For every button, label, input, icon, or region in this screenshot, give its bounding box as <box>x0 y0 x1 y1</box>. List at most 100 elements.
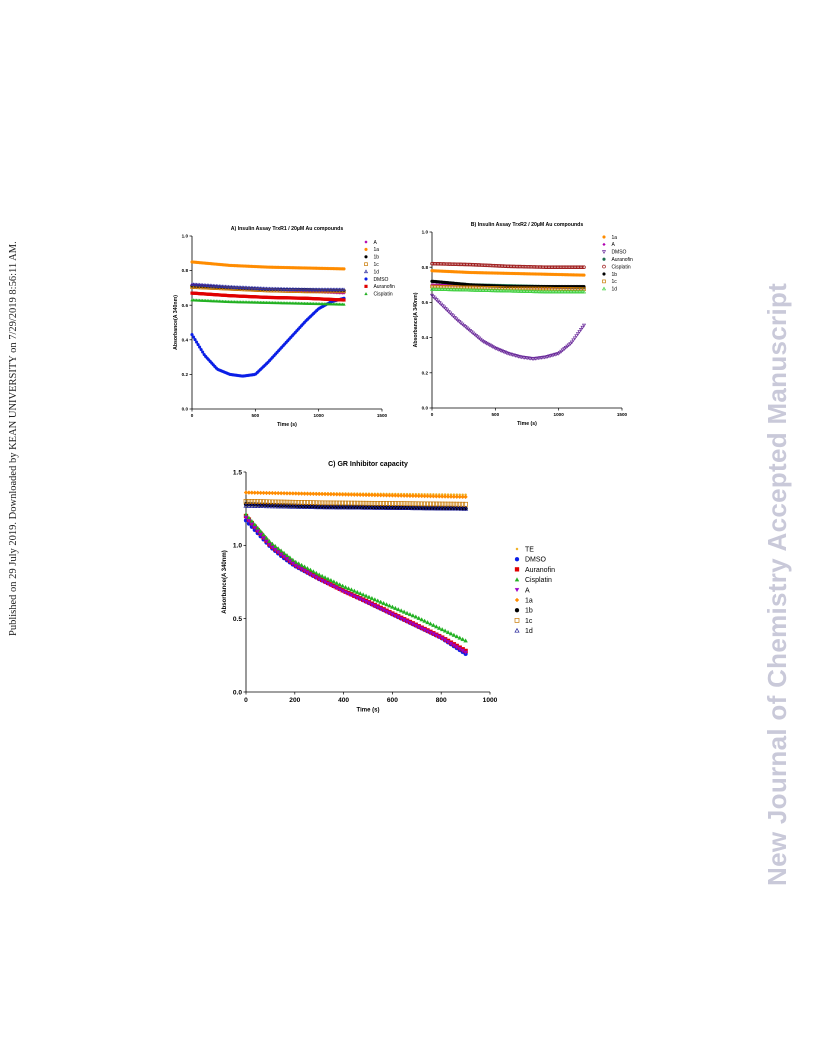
data-point <box>316 504 322 510</box>
data-point <box>193 337 197 342</box>
data-point <box>404 505 410 511</box>
data-point <box>270 545 275 550</box>
data-point <box>578 327 584 332</box>
data-point <box>246 490 252 495</box>
data-point <box>413 505 419 511</box>
data-point <box>384 501 389 506</box>
data-point <box>357 504 363 510</box>
data-point <box>407 612 413 617</box>
data-point <box>424 505 431 511</box>
data-point <box>395 505 401 510</box>
x-axis-label: Time (s) <box>357 708 380 714</box>
data-point <box>346 586 351 591</box>
publication-note: Published on 29 July 2019. Downloaded by… <box>8 236 20 636</box>
legend-label: 1a <box>525 597 533 604</box>
x-axis-label: Time (s) <box>277 422 297 428</box>
data-point <box>334 500 340 506</box>
accepted-manuscript-watermark: New Journal of Chemistry Accepted Manusc… <box>756 176 796 886</box>
data-point <box>369 500 375 506</box>
data-point <box>355 492 360 497</box>
data-point <box>389 505 395 510</box>
x-tick-label: 1000 <box>314 413 325 418</box>
data-point <box>401 493 407 498</box>
data-point <box>281 503 287 509</box>
legend-marker <box>363 269 369 274</box>
data-point <box>328 492 334 497</box>
data-point <box>351 504 357 510</box>
data-point <box>425 493 430 499</box>
data-point <box>390 493 395 498</box>
series-a <box>243 515 468 655</box>
data-point <box>463 494 468 500</box>
data-point <box>264 539 269 544</box>
data-point <box>337 500 343 506</box>
legend-label: A <box>611 242 615 248</box>
series-dmso <box>429 293 587 361</box>
data-point <box>316 491 322 497</box>
data-point <box>442 628 448 633</box>
data-point <box>378 501 384 506</box>
x-tick-label: 500 <box>491 412 499 417</box>
legend-label: 1c <box>373 262 379 268</box>
data-point <box>287 559 293 564</box>
data-point <box>577 330 582 334</box>
legend-marker <box>514 608 520 613</box>
data-point <box>381 600 386 605</box>
data-point <box>454 634 460 639</box>
data-point <box>410 505 416 511</box>
chart-title: B) Insulin Assay TrxR2 / 20µM Au compoun… <box>471 222 584 228</box>
data-point <box>314 491 319 497</box>
data-point <box>293 559 299 564</box>
chart-b-insulin-trxr2: B) Insulin Assay TrxR2 / 20µM Au compoun… <box>413 222 633 427</box>
data-point <box>269 503 275 509</box>
data-point <box>425 620 430 625</box>
data-point <box>337 504 343 510</box>
data-point <box>398 493 404 498</box>
data-point <box>278 491 284 496</box>
data-point <box>360 500 366 506</box>
data-point <box>434 624 439 629</box>
legend-marker <box>514 588 520 593</box>
legend-marker <box>602 242 606 247</box>
data-point <box>249 490 255 495</box>
data-point <box>451 494 457 499</box>
data-point <box>451 632 457 637</box>
data-point <box>442 505 448 511</box>
data-point <box>404 501 410 507</box>
data-point <box>369 492 375 498</box>
data-point <box>343 500 348 506</box>
data-point <box>390 604 395 609</box>
legend-marker <box>514 567 520 572</box>
data-point <box>246 519 252 524</box>
data-point <box>319 491 325 497</box>
data-point <box>354 500 360 506</box>
data-point <box>393 605 398 610</box>
legend-label: 1d <box>611 287 617 293</box>
data-point <box>401 505 407 511</box>
data-point <box>428 494 433 499</box>
data-point <box>574 334 579 339</box>
x-tick-label: 400 <box>338 697 349 704</box>
data-point <box>384 493 389 498</box>
data-point <box>436 501 442 507</box>
data-point <box>454 501 460 507</box>
data-point <box>463 501 468 507</box>
data-point <box>191 335 196 339</box>
data-point <box>322 504 328 510</box>
data-point <box>316 572 322 577</box>
data-point <box>275 490 281 496</box>
data-point <box>261 490 266 496</box>
data-point <box>366 504 372 510</box>
y-tick-label: 0.8 <box>182 268 189 273</box>
data-point <box>342 289 346 294</box>
data-point <box>290 491 296 496</box>
data-point <box>445 494 451 499</box>
data-point <box>243 490 249 495</box>
data-point <box>334 492 339 497</box>
y-axis-label: Absorbance(A 340nm) <box>413 292 419 347</box>
data-point <box>267 543 272 548</box>
data-point <box>439 501 445 507</box>
data-point <box>430 505 436 511</box>
data-point <box>416 501 422 507</box>
legend-label: 1d <box>373 269 379 275</box>
